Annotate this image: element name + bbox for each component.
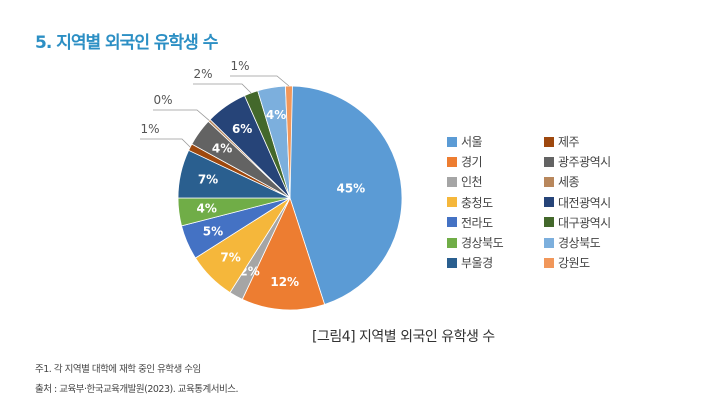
legend-item: 경기 (447, 153, 483, 170)
section-title: 5. 지역별 외국인 유학생 수 (35, 33, 218, 53)
leader-line-7 (140, 138, 191, 148)
legend-swatch (447, 176, 457, 187)
leader-line-9 (153, 109, 210, 121)
legend-swatch (544, 237, 554, 248)
legend-item: 경상북도 (544, 234, 601, 251)
pie-slice-0 (289, 85, 403, 306)
legend-item: 대전광역시 (544, 194, 611, 211)
data-label-10: 6% (232, 122, 252, 136)
data-label-12: 4% (266, 108, 286, 122)
legend-swatch (544, 176, 554, 187)
legend-swatch (447, 237, 457, 248)
pie-slice-13 (285, 85, 293, 199)
legend-label: 제주 (558, 135, 580, 149)
legend-swatch (447, 156, 457, 167)
data-label-9: 0% (153, 93, 172, 107)
legend-swatch (544, 217, 554, 228)
legend-item: 인천 (447, 173, 483, 190)
legend-label: 광주광역시 (558, 155, 611, 170)
data-label-5: 4% (196, 202, 216, 216)
leader-line-13 (230, 75, 290, 87)
legend-label: 경기 (461, 155, 483, 170)
legend-item: 강원도 (544, 254, 590, 271)
leader-line-11 (193, 83, 252, 94)
source-note: 출처 : 교육부·한국교육개발원(2023). 교육통계서비스. (35, 384, 238, 395)
legend-label: 강원도 (558, 256, 590, 271)
legend-label: 충청도 (461, 195, 493, 210)
data-label-3: 7% (220, 250, 240, 264)
data-label-13: 1% (230, 59, 249, 73)
legend-label: 경상북도 (461, 236, 504, 250)
data-label-4: 5% (203, 224, 223, 238)
legend-swatch (447, 217, 457, 228)
legend-label: 전라도 (461, 215, 493, 230)
legend-swatch (544, 257, 554, 268)
pie-slice-1 (241, 196, 326, 311)
legend-item: 경상북도 (447, 234, 504, 251)
pie-chart: 45%12%2%7%5%4%7%1%4%0%6%2%4%1% (140, 59, 403, 311)
legend-item: 서울 (447, 133, 483, 150)
legend-label: 부울경 (461, 256, 493, 271)
data-label-8: 4% (212, 142, 232, 156)
legend-item: 대구광역시 (544, 214, 611, 231)
data-label-6: 7% (198, 173, 218, 187)
chart-caption: [그림4] 지역별 외국인 유학생 수 (312, 329, 495, 345)
data-label-11: 2% (193, 67, 212, 81)
data-label-0: 45% (336, 181, 365, 195)
legend-swatch (447, 257, 457, 268)
legend-label: 대구광역시 (558, 215, 611, 230)
legend-item: 세종 (544, 173, 580, 190)
data-label-1: 12% (270, 275, 299, 289)
legend-item: 광주광역시 (544, 153, 611, 170)
legend-label: 대전광역시 (558, 195, 611, 210)
legend-swatch (447, 197, 457, 208)
legend-swatch (544, 156, 554, 167)
legend-label: 인천 (461, 175, 483, 190)
data-label-7: 1% (140, 122, 159, 136)
legend-item: 전라도 (447, 214, 493, 231)
legend-swatch (544, 197, 554, 208)
legend-item: 부울경 (447, 254, 493, 271)
legend-item: 제주 (544, 133, 580, 150)
legend-swatch (544, 136, 554, 147)
legend-item: 충청도 (447, 194, 493, 211)
legend-label: 세종 (558, 175, 580, 190)
footnote: 주1. 각 지역별 대학에 재학 중인 유학생 수임 (35, 364, 201, 375)
legend-swatch (447, 136, 457, 147)
legend-label: 경상북도 (558, 236, 601, 250)
legend-label: 서울 (461, 135, 483, 149)
